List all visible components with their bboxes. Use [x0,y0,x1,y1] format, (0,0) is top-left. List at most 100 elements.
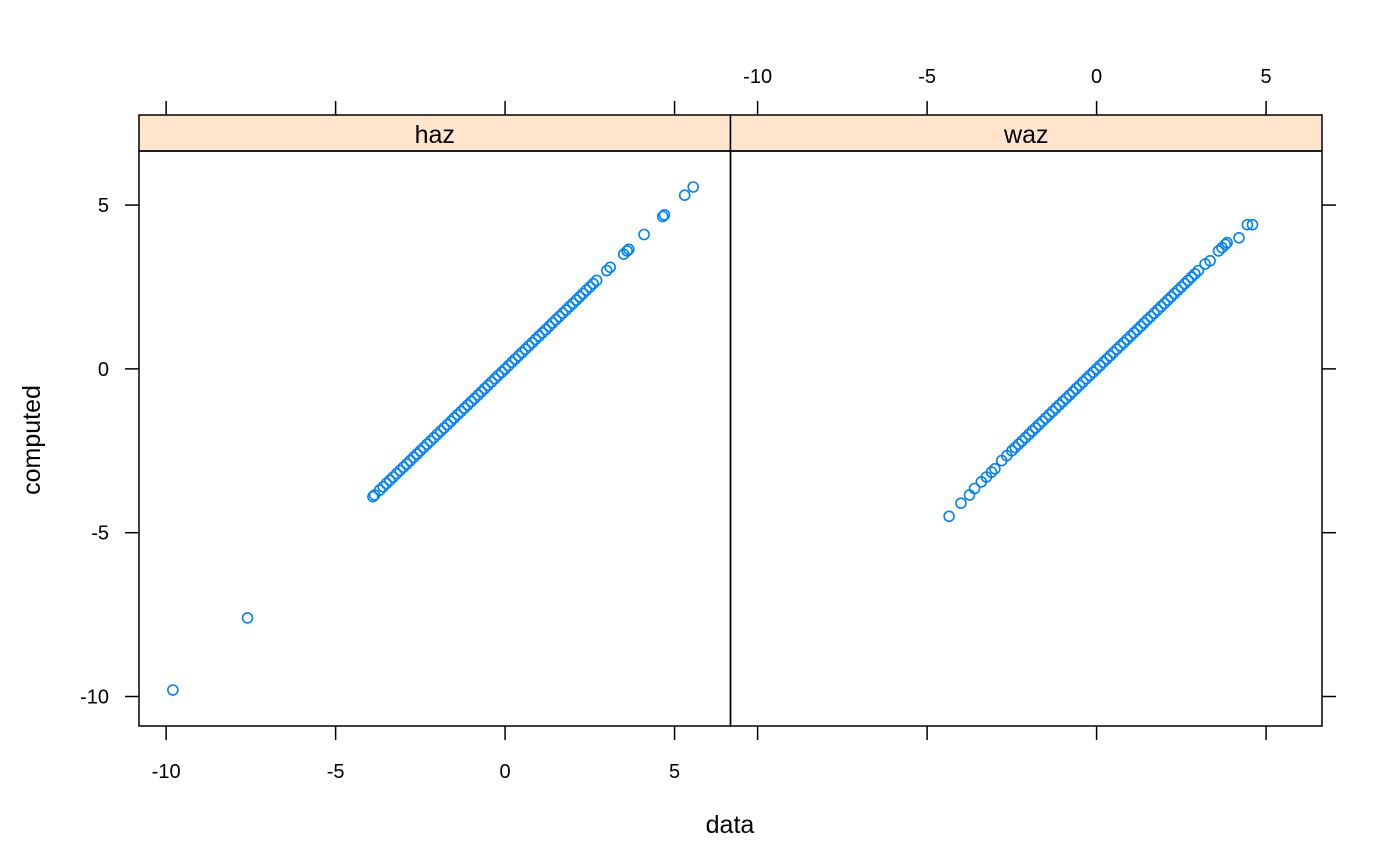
point-haz-65 [580,284,593,297]
point-waz-71 [1221,236,1233,249]
y-tick-label-0: -10 [80,687,109,709]
point-waz-64 [1189,268,1201,280]
point-haz-11 [397,461,410,474]
x-tick-label-bottom-2: 0 [500,761,511,783]
point-waz-50 [1141,313,1154,326]
points-haz [167,181,700,696]
point-waz-16 [1026,425,1038,437]
point-haz-4 [373,484,386,496]
point-waz-20 [1039,412,1052,424]
point-waz-46 [1128,326,1140,339]
point-waz-44 [1121,333,1133,346]
point-waz-57 [1165,290,1177,303]
point-haz-75 [656,210,669,223]
point-haz-38 [489,372,501,385]
point-waz-45 [1124,330,1137,342]
point-haz-56 [550,313,562,326]
point-waz-18 [1033,418,1045,431]
plot-frame-waz [729,150,1323,727]
point-waz-65 [1192,264,1205,277]
point-waz-13 [1016,435,1028,447]
point-haz-47 [519,343,532,356]
point-haz-28 [455,405,467,418]
point-haz-73 [622,243,635,256]
point-waz-47 [1131,323,1144,336]
point-haz-52 [536,326,549,339]
point-waz-51 [1145,310,1157,323]
point-waz-62 [1182,274,1194,287]
point-haz-50 [529,333,542,346]
point-waz-2 [963,489,976,501]
panel-waz: waz [729,114,1323,727]
y-tick-label-1: -5 [91,523,109,545]
y-axis-title: computed [18,385,46,495]
point-haz-6 [380,477,393,490]
strip-label-waz: waz [1003,121,1048,149]
point-waz-52 [1148,307,1160,320]
point-haz-40 [495,366,508,379]
point-waz-15 [1023,428,1035,441]
point-haz-29 [458,402,471,415]
point-haz-53 [539,323,552,336]
point-haz-30 [461,399,474,411]
point-waz-67 [1204,254,1216,267]
point-haz-34 [475,385,488,398]
point-waz-61 [1178,277,1191,290]
point-waz-32 [1080,372,1093,385]
point-haz-26 [448,412,461,424]
point-waz-43 [1117,336,1130,349]
point-waz-36 [1094,359,1106,372]
point-haz-62 [570,294,583,306]
point-waz-72 [1233,232,1245,244]
point-waz-26 [1060,392,1072,405]
point-waz-0 [943,510,955,523]
point-waz-40 [1107,346,1120,359]
point-waz-53 [1151,304,1164,316]
point-waz-54 [1155,300,1167,313]
point-haz-32 [468,392,481,405]
point-haz-36 [482,379,494,392]
point-waz-35 [1090,363,1103,375]
point-waz-31 [1077,376,1089,388]
point-haz-25 [445,415,457,428]
point-haz-64 [577,287,589,300]
point-haz-0 [167,684,179,696]
strip-label-haz: haz [415,121,455,149]
strip-haz [138,114,732,152]
point-haz-5 [377,480,389,493]
x-tick-label-bottom-0: -10 [152,761,181,783]
panels-layer: haz waz [138,114,1323,727]
panel-haz: haz [138,114,732,727]
y-tick-label-3: 5 [98,195,109,217]
point-waz-63 [1185,271,1198,283]
point-haz-43 [506,356,518,369]
point-waz-23 [1050,402,1062,415]
point-haz-57 [553,310,566,323]
point-waz-28 [1067,385,1079,398]
point-haz-54 [543,320,556,333]
point-waz-1 [955,497,967,510]
point-haz-42 [502,359,515,372]
x-tick-label-top-2: 0 [1091,66,1102,88]
point-haz-44 [509,353,522,365]
point-haz-13 [404,454,417,467]
point-waz-7 [989,462,1001,475]
point-waz-34 [1087,366,1099,379]
point-haz-18 [421,438,433,451]
point-haz-45 [512,349,525,362]
x-tick-label-bottom-1: -5 [327,761,345,783]
point-haz-72 [621,245,633,257]
point-waz-11 [1009,441,1022,454]
point-haz-77 [678,189,691,201]
point-waz-55 [1158,297,1171,310]
point-haz-66 [583,281,596,293]
point-waz-6 [985,466,998,478]
point-haz-55 [546,317,559,329]
point-haz-33 [472,389,484,401]
x-tick-label-top-1: -5 [918,66,936,88]
point-haz-16 [414,444,427,457]
point-waz-38 [1101,353,1113,365]
point-haz-23 [438,422,450,434]
point-haz-67 [587,277,600,290]
